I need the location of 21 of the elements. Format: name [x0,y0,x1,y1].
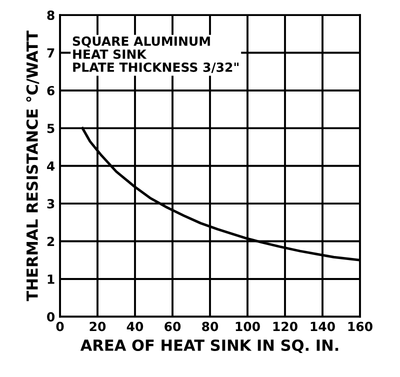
y-tick-label: 0 [47,312,55,322]
x-tick-label: 160 [348,322,372,332]
y-tick-label: 7 [47,48,54,58]
x-axis-title: AREA OF HEAT SINK IN SQ. IN. [80,339,338,354]
x-tick-label: 0 [56,322,64,332]
x-tick-label: 20 [90,322,106,332]
x-tick-label: 140 [310,322,335,332]
x-tick-label: 120 [273,322,298,332]
y-tick-label: 3 [47,199,54,209]
x-tick-label: 40 [126,322,144,332]
y-axis-title: THERMAL RESISTANCE °C/WATT [26,30,40,302]
x-tick-label: 100 [236,322,260,332]
y-tick-label: 5 [47,124,54,134]
x-tick-label: 60 [164,322,181,332]
y-tick-label: 4 [47,162,55,171]
annotation: SQUARE ALUMINUM HEAT SINK PLATE THICKNESS 3/32" [72,36,239,73]
y-tick-label: 2 [47,236,54,246]
y-tick-label: 8 [47,10,54,20]
y-tick-label: 6 [47,86,54,96]
x-tick-label: 80 [202,322,218,332]
y-tick-label: 1 [48,274,54,284]
